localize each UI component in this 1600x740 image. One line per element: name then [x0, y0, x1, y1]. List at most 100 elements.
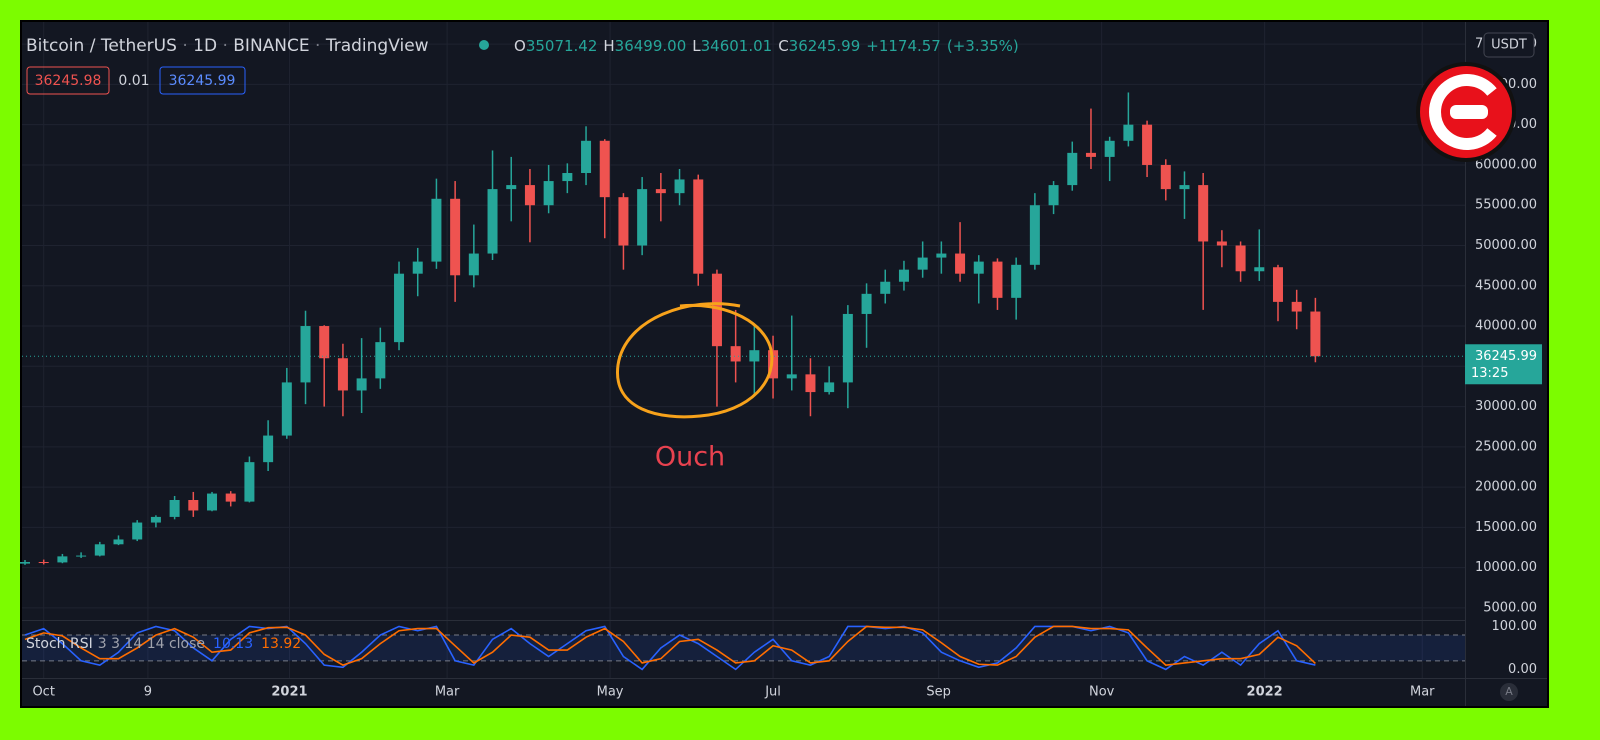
candle-body [113, 539, 124, 545]
candle-body [1085, 152, 1096, 157]
indicator-tick-label: 0.00 [1508, 662, 1537, 677]
scale-mode-button[interactable] [1500, 683, 1518, 701]
candle-body [468, 253, 479, 276]
candle-body [412, 261, 423, 274]
currency: USDT [1491, 38, 1527, 53]
indicator-tick-label: 100.00 [1492, 619, 1538, 634]
candle-body [973, 261, 984, 274]
candle-body [1216, 241, 1227, 246]
candle-body [711, 273, 722, 347]
last-price-box [1465, 344, 1542, 385]
candle-body [730, 346, 741, 362]
ohlc-value: 35071.42 [526, 37, 598, 55]
candle-body [394, 273, 405, 343]
candle-body [57, 556, 68, 563]
band-fill [22, 635, 1465, 661]
spread: 0.01 [118, 73, 149, 89]
logo [1416, 62, 1516, 162]
ohlc-label: L [692, 37, 701, 55]
candle-body [94, 544, 105, 556]
candle-body [300, 326, 311, 383]
candle-body [693, 179, 704, 274]
change-percent: (+3.35%) [947, 37, 1019, 55]
candle-body [917, 257, 928, 270]
y-tick-label: 15000.00 [1475, 520, 1537, 535]
indicator-name: Stoch RSI [26, 636, 93, 652]
candle-body [76, 555, 87, 557]
time-axis-border [22, 678, 1547, 679]
x-tick-label: Mar [1410, 685, 1435, 700]
y-tick-label: 25000.00 [1475, 439, 1537, 454]
candle-body [1310, 311, 1321, 357]
y-tick-label: 40000.00 [1475, 319, 1537, 334]
candle-body [319, 326, 330, 359]
source: TradingView [325, 36, 429, 56]
ohlc-value: 34601.01 [701, 37, 773, 55]
candle-body [225, 493, 236, 502]
buy-box[interactable] [159, 66, 246, 95]
annotation-text: Ouch [655, 442, 725, 473]
market-status [479, 40, 489, 50]
candle-body [1142, 124, 1153, 165]
candle-body [375, 342, 386, 379]
candle-body [150, 516, 161, 523]
candle-body [842, 313, 853, 383]
candle-body [337, 358, 348, 391]
indicator-value: 13.92 [261, 636, 301, 652]
candle-body [20, 562, 30, 564]
logo-c [1429, 74, 1497, 150]
chart-header: Bitcoin / TetherUS · 1D · BINANCE · Trad… [26, 36, 429, 56]
candle-body [786, 374, 797, 379]
x-tick-label: May [597, 685, 624, 700]
y-tick-label: 10000.00 [1475, 560, 1537, 575]
candle-body [524, 185, 535, 206]
indicator-pane: Stoch RSI 3 3 14 14 close 10.13 13.92 [22, 625, 1465, 671]
candle-body [581, 140, 592, 174]
candle-body [824, 382, 835, 393]
x-tick-label: Oct [32, 685, 54, 700]
candle-body [1235, 245, 1246, 272]
candle-body [506, 185, 517, 190]
interval: 1D [193, 36, 217, 56]
indicator-params: 3 3 14 14 close [98, 636, 205, 652]
candle-body [38, 562, 49, 564]
indicator-legend: Stoch RSI 3 3 14 14 close 10.13 13.92 [26, 636, 301, 652]
candle-body [955, 253, 966, 274]
ohlc-legend: O35071.42 H36499.00 L34601.01 C36245.99 +117… [514, 37, 1019, 55]
candle-body [356, 378, 367, 391]
candle-body [1067, 152, 1078, 186]
candle-body [1254, 267, 1265, 272]
candle-body [898, 269, 909, 282]
candle-body [1048, 185, 1059, 206]
candle-body [880, 281, 891, 294]
pane-divider [22, 620, 1465, 621]
grid [22, 22, 1465, 678]
y-tick-label: 20000.00 [1475, 480, 1537, 495]
sell-price: 36245.98 [35, 73, 102, 89]
candle-body [1011, 264, 1022, 298]
symbol: Bitcoin / TetherUS [26, 36, 177, 56]
candle-body [431, 198, 442, 262]
x-tick-label: 2022 [1247, 685, 1283, 700]
candle-body [805, 374, 816, 393]
sell-box[interactable] [26, 66, 110, 95]
y-tick-label: 5000.00 [1483, 600, 1537, 615]
last-price-label: 36245.99 [1475, 349, 1537, 364]
candle-body [281, 382, 292, 436]
candle-body [1198, 185, 1209, 242]
y-tick-label: 50000.00 [1475, 238, 1537, 253]
change: +1174.57 [866, 37, 941, 55]
chart-background [22, 22, 1547, 706]
x-tick-label: 2021 [271, 685, 307, 700]
y-tick-label: 55000.00 [1475, 198, 1537, 213]
candle-body [543, 181, 554, 206]
candle-body [655, 189, 666, 194]
candle-body [861, 293, 872, 314]
candle-body [1029, 205, 1040, 265]
x-tick-label: Mar [435, 685, 460, 700]
currency-box[interactable] [1483, 32, 1535, 58]
candle-body [207, 493, 218, 511]
annotation-circle [616, 302, 774, 419]
candle-body [674, 179, 685, 194]
candle-body [1104, 140, 1115, 157]
